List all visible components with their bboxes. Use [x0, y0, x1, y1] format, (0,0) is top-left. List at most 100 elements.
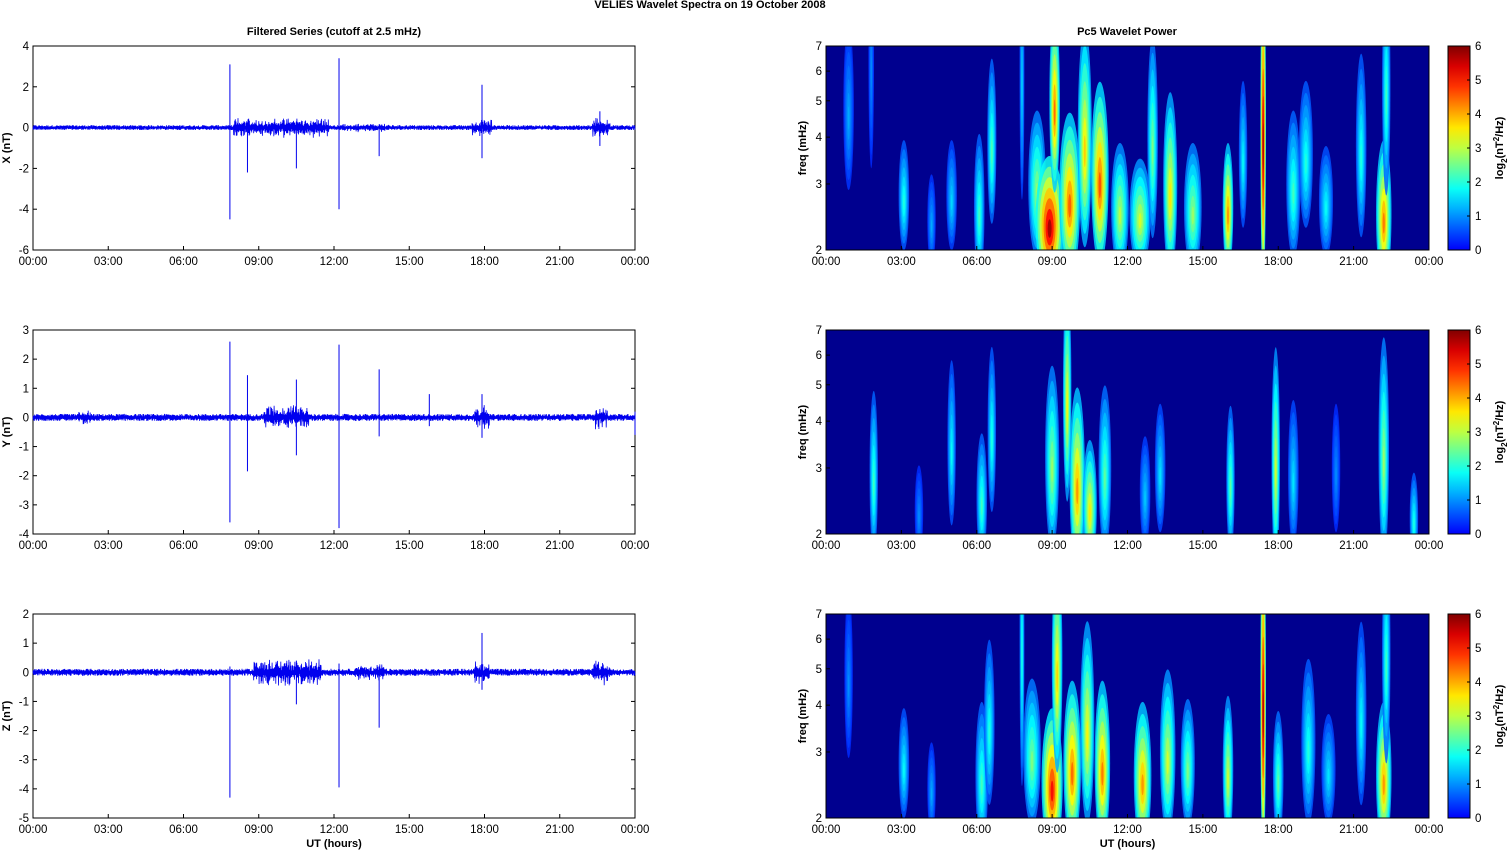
power-contour: [1262, 690, 1264, 739]
power-contour: [1229, 478, 1232, 500]
power-blob: [1409, 472, 1419, 534]
colorbar-label-part: /Hz): [1494, 116, 1506, 137]
power-contour: [1385, 83, 1387, 116]
power-blob: [984, 639, 995, 805]
colorbar-label-part: log: [1494, 447, 1506, 464]
power-blob: [973, 133, 985, 250]
colorbar-tick-label: 4: [1475, 109, 1482, 121]
power-blob: [1019, 614, 1025, 786]
ytick-label: 0: [23, 123, 29, 135]
colorbar-tick-label: 0: [1475, 529, 1481, 541]
power-blob: [947, 360, 956, 526]
spectrum-xtick-label: 18:00: [1264, 540, 1293, 552]
spectrum-xtick-label: 00:00: [1415, 540, 1444, 552]
signal-trace: [32, 659, 636, 686]
timeseries-xtick-label: 00:00: [19, 540, 48, 552]
power-blob: [976, 433, 988, 534]
ytick-label: -1: [19, 696, 29, 708]
timeseries-xtick-label: 21:00: [545, 256, 574, 268]
figure-title: VELIES Wavelet Spectra on 19 October 200…: [594, 0, 825, 11]
spectrum-xtick-label: 12:00: [1113, 256, 1142, 268]
power-contour: [1292, 472, 1295, 494]
power-blob: [1382, 46, 1391, 196]
power-contour: [1098, 172, 1102, 199]
y-axis-label: freq (mHz): [797, 688, 809, 743]
right-column-title: Pc5 Wavelet Power: [1077, 26, 1178, 38]
power-contour: [1050, 780, 1054, 802]
power-contour: [1275, 455, 1277, 488]
power-blob: [1301, 658, 1316, 818]
ytick-label: 2: [23, 82, 29, 94]
power-contour: [978, 206, 981, 228]
power-blob: [1286, 110, 1301, 250]
power-contour: [1068, 194, 1072, 218]
spectrum-xtick-label: 00:00: [1415, 256, 1444, 268]
colorbar-tick-label: 2: [1475, 177, 1481, 189]
spectrum-xtick-label: 09:00: [1038, 824, 1067, 836]
timeseries-xtick-label: 15:00: [395, 540, 424, 552]
spectrum-background: [826, 330, 1429, 534]
power-blob: [1222, 143, 1234, 250]
ytick-label: 2: [23, 354, 29, 366]
power-contour: [1383, 446, 1385, 478]
y-axis-label: Z (nT): [1, 700, 13, 731]
colorbar-tick-label: 6: [1475, 609, 1481, 621]
power-contour: [918, 510, 920, 524]
spectrum-background: [826, 614, 1429, 818]
power-blob: [1129, 158, 1151, 250]
ytick-label: 3: [816, 747, 822, 759]
ytick-label: 0: [23, 667, 29, 679]
timeseries-xtick-label: 12:00: [320, 824, 349, 836]
power-blob: [1051, 614, 1063, 773]
spectrum-xtick-label: 00:00: [812, 540, 841, 552]
colorbar-label-part: /Hz): [1494, 400, 1506, 421]
colorbar-label-part: 2: [1500, 442, 1509, 447]
colorbar-label: log2(nT2/Hz): [1492, 684, 1509, 747]
power-blob: [1260, 614, 1266, 818]
timeseries-panel-3: -5 -4 -3 -2 -1 0 1 2 00:00 03:00 06:00 09:00 12:00 15…: [1, 609, 649, 850]
power-blob: [1111, 143, 1129, 250]
power-contour: [1070, 762, 1074, 786]
spectrum-xtick-label: 06:00: [962, 540, 991, 552]
power-contour: [930, 787, 933, 801]
ytick-label: 2: [816, 245, 822, 257]
spectrum-xtick-label: 21:00: [1339, 824, 1368, 836]
power-blob: [1063, 680, 1082, 818]
colorbar-tick-label: 6: [1475, 41, 1481, 53]
power-blob: [1288, 400, 1299, 534]
power-blob: [1077, 46, 1092, 248]
power-blob: [1019, 46, 1025, 200]
colorbar-scale: [1447, 329, 1471, 535]
ytick-label: -1: [19, 442, 29, 454]
power-blob: [1082, 440, 1097, 534]
spectrum-blobs: [869, 330, 1419, 534]
power-blob: [1226, 405, 1235, 534]
spectrum-xtick-label: 00:00: [812, 824, 841, 836]
colorbar-label: log2(nT2/Hz): [1492, 400, 1509, 463]
power-blob: [868, 46, 875, 169]
colorbar-label-part: (nT: [1494, 709, 1506, 726]
power-contour: [980, 774, 983, 796]
power-contour: [1030, 750, 1034, 772]
power-contour: [1327, 768, 1330, 785]
signal-trace: [32, 117, 636, 138]
timeseries-xtick-label: 18:00: [470, 256, 499, 268]
power-contour: [1056, 660, 1058, 693]
timeseries-xtick-label: 00:00: [621, 824, 650, 836]
power-blob: [1023, 678, 1041, 818]
power-contour: [1242, 153, 1244, 175]
power-blob: [1159, 669, 1176, 818]
power-blob: [1098, 385, 1112, 534]
power-blob: [869, 390, 878, 534]
spectrum-xtick-label: 18:00: [1264, 824, 1293, 836]
power-contour: [1191, 206, 1195, 225]
power-contour: [1413, 517, 1415, 531]
colorbar-tick-label: 5: [1475, 643, 1481, 655]
timeseries-frame: [32, 613, 636, 819]
ytick-label: 3: [816, 179, 822, 191]
power-contour: [1382, 774, 1385, 796]
x-axis-label: UT (hours): [306, 838, 362, 850]
